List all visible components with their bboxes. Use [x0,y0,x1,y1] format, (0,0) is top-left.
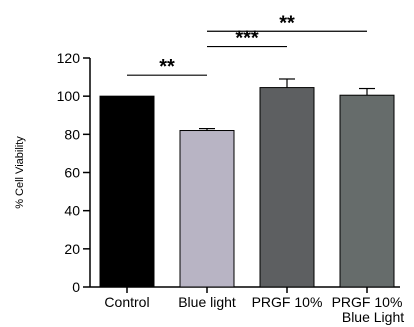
x-tick-label: PRGF 10% [252,294,323,310]
y-tick-label: 120 [57,50,81,66]
x-tick-label: Control [104,294,149,310]
significance-label: ** [279,12,295,34]
y-tick-label: 100 [57,88,81,104]
plot-area: 0 20 40 60 80 100 120 % Cell Viability Control Bl… [14,12,404,325]
bar [179,130,235,288]
x-tick-label: PRGF 10% [332,294,403,310]
bar [99,95,155,288]
bar [259,87,315,288]
y-tick-label: 0 [72,279,80,295]
y-tick-label: 80 [64,126,80,142]
y-tick-label: 20 [64,241,80,257]
bar [339,94,395,288]
y-tick-label: 40 [64,203,80,219]
x-tick-label: Blue light [178,294,236,310]
significance-label: ** [159,56,175,78]
significance-label: *** [235,28,259,50]
y-tick-label: 60 [64,165,80,181]
y-axis-title: % Cell Viability [14,136,26,209]
x-tick-label: Blue Light [342,309,404,325]
